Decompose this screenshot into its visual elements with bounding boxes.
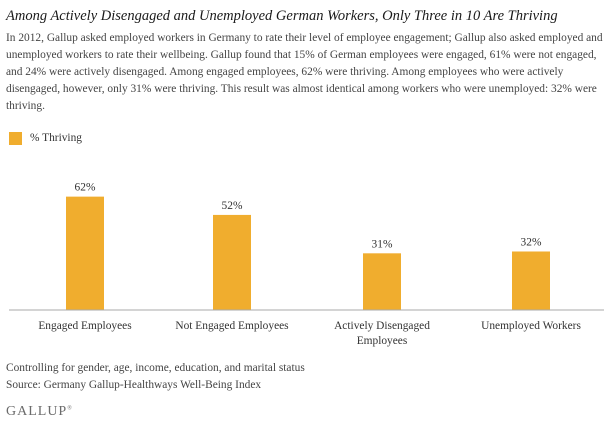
bar-2 (363, 253, 401, 310)
gallup-logo: GALLUP® (6, 404, 72, 420)
logo-registered-mark: ® (67, 405, 72, 412)
bar-value-label-2: 31% (372, 238, 393, 250)
bar-0 (66, 196, 104, 310)
bars-group: 62% 52% 31% 32% (66, 182, 550, 310)
bar-value-label-0: 62% (75, 182, 96, 194)
controls-note: Controlling for gender, age, income, edu… (6, 362, 305, 374)
bar-1 (213, 214, 251, 310)
bar-value-label-3: 32% (521, 236, 542, 248)
category-label-3-line-0: Unemployed Workers (481, 320, 581, 332)
category-label-1-line-0: Not Engaged Employees (175, 320, 289, 332)
chart-description: In 2012, Gallup asked employed workers i… (6, 32, 603, 112)
category-label-0-line-0: Engaged Employees (38, 320, 132, 332)
category-label-2-line-1: Employees (357, 335, 408, 347)
category-label-2-line-0: Actively Disengaged (334, 320, 430, 332)
category-labels-group: Engaged Employees Not Engaged Employees Ac… (38, 320, 581, 347)
chart-title: Among Actively Disengaged and Unemployed… (6, 8, 558, 24)
source-note: Source: Germany Gallup-Healthways Well-B… (6, 379, 262, 391)
bar-value-label-1: 52% (222, 200, 243, 212)
legend: % Thriving (9, 131, 82, 145)
legend-swatch (9, 131, 22, 145)
logo-text: GALLUP (6, 404, 68, 419)
legend-label: % Thriving (30, 132, 82, 144)
bar-chart: 62% 52% 31% 32% Engaged Employees Not Engage… (9, 182, 604, 347)
bar-3 (512, 251, 550, 310)
